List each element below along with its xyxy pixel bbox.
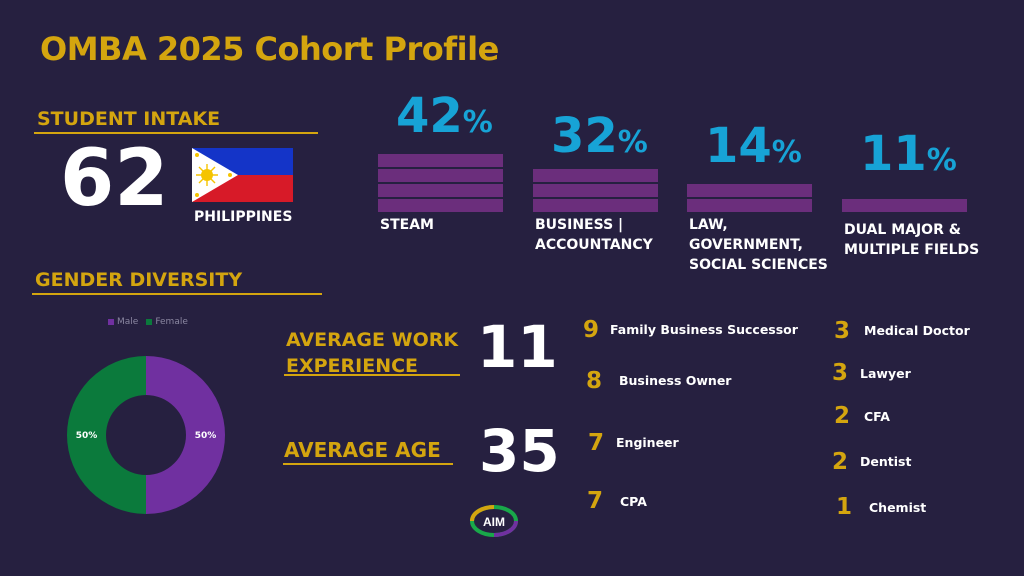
work-experience-heading-line1: AVERAGE WORK [286, 329, 459, 351]
gender-diversity-heading: GENDER DIVERSITY [35, 269, 243, 291]
legend-swatch-male [108, 319, 114, 325]
field-percent-2: 14% [705, 122, 802, 170]
donut-slice-male [146, 356, 225, 514]
work-experience-value: 11 [477, 313, 558, 381]
profession-label: CFA [864, 409, 890, 424]
field-label-line: DUAL MAJOR & [844, 222, 961, 238]
profession-count: 3 [832, 360, 849, 386]
legend-swatch-female [146, 319, 153, 325]
field-percent-sign: % [462, 105, 493, 140]
field-bar [687, 184, 812, 197]
gender-legend: Male Female [108, 317, 188, 327]
field-percent-1: 32% [551, 112, 648, 160]
field-bar [378, 184, 503, 197]
philippines-flag-icon [192, 148, 293, 202]
field-percent-value: 32 [551, 108, 618, 164]
profession-count: 2 [832, 449, 849, 475]
aim-logo-text: AIM [483, 515, 505, 529]
field-label-1: BUSINESS | ACCOUNTANCY [535, 215, 653, 255]
field-label-2: LAW, GOVERNMENT, SOCIAL SCIENCES [689, 215, 828, 275]
work-experience-heading: AVERAGE WORK EXPERIENCE [286, 327, 458, 379]
average-age-heading: AVERAGE AGE [284, 438, 441, 462]
field-percent-sign: % [926, 143, 957, 178]
profession-count: 7 [588, 430, 605, 456]
donut-label-female: 50% [76, 431, 98, 441]
gender-diversity-rule [32, 293, 322, 295]
field-label-line: SOCIAL SCIENCES [689, 257, 828, 273]
student-intake-rule [34, 132, 318, 134]
field-label-line: ACCOUNTANCY [535, 237, 653, 253]
field-label-3: DUAL MAJOR & MULTIPLE FIELDS [844, 220, 979, 260]
average-age-rule [283, 463, 453, 465]
field-bar [378, 154, 503, 167]
donut-slice-female [67, 356, 146, 514]
profession-count: 8 [586, 368, 603, 394]
field-label-line: GOVERNMENT, [689, 237, 803, 253]
profession-label: CPA [620, 494, 647, 509]
field-bar [842, 199, 967, 212]
field-percent-3: 11% [860, 130, 957, 178]
field-percent-0: 42% [396, 92, 493, 140]
page-title: OMBA 2025 Cohort Profile [40, 30, 499, 68]
legend-item-female: Female [146, 317, 188, 327]
gender-donut-chart: 50% 50% [67, 356, 225, 514]
field-percent-value: 11 [860, 126, 927, 182]
profession-count: 1 [836, 494, 853, 520]
field-percent-value: 14 [705, 118, 772, 174]
legend-label-male: Male [117, 317, 139, 327]
field-bar [533, 184, 658, 197]
field-bar [533, 169, 658, 182]
profession-label: Dentist [860, 454, 912, 469]
work-experience-heading-line2: EXPERIENCE [286, 355, 419, 377]
field-label-line: MULTIPLE FIELDS [844, 242, 980, 258]
profession-label: Business Owner [619, 373, 732, 388]
field-label-line: BUSINESS | [535, 217, 624, 233]
student-intake-heading: STUDENT INTAKE [37, 108, 221, 130]
profession-label: Medical Doctor [864, 323, 970, 338]
field-label-line: LAW, [689, 217, 728, 233]
intake-count: 62 [60, 134, 169, 224]
country-label: PHILIPPINES [194, 209, 293, 225]
field-bar [533, 199, 658, 212]
field-percent-value: 42 [396, 88, 463, 144]
legend-label-female: Female [155, 317, 188, 327]
profession-label: Engineer [616, 435, 679, 450]
profession-count: 9 [583, 317, 600, 343]
profession-count: 3 [834, 318, 851, 344]
aim-logo: AIM [470, 505, 518, 537]
field-bar [687, 199, 812, 212]
profession-label: Lawyer [860, 366, 911, 381]
field-percent-sign: % [617, 125, 648, 160]
profession-count: 7 [587, 488, 604, 514]
average-age-value: 35 [479, 417, 560, 485]
field-label-line: STEAM [380, 217, 434, 233]
profession-label: Chemist [869, 500, 927, 515]
field-bar [378, 169, 503, 182]
field-percent-sign: % [771, 135, 802, 170]
profession-count: 2 [834, 403, 851, 429]
donut-label-male: 50% [195, 431, 217, 441]
profession-label: Family Business Successor [610, 322, 798, 337]
field-label-0: STEAM [380, 215, 434, 235]
legend-item-male: Male [108, 317, 138, 327]
work-experience-rule [284, 374, 460, 376]
field-bar [378, 199, 503, 212]
